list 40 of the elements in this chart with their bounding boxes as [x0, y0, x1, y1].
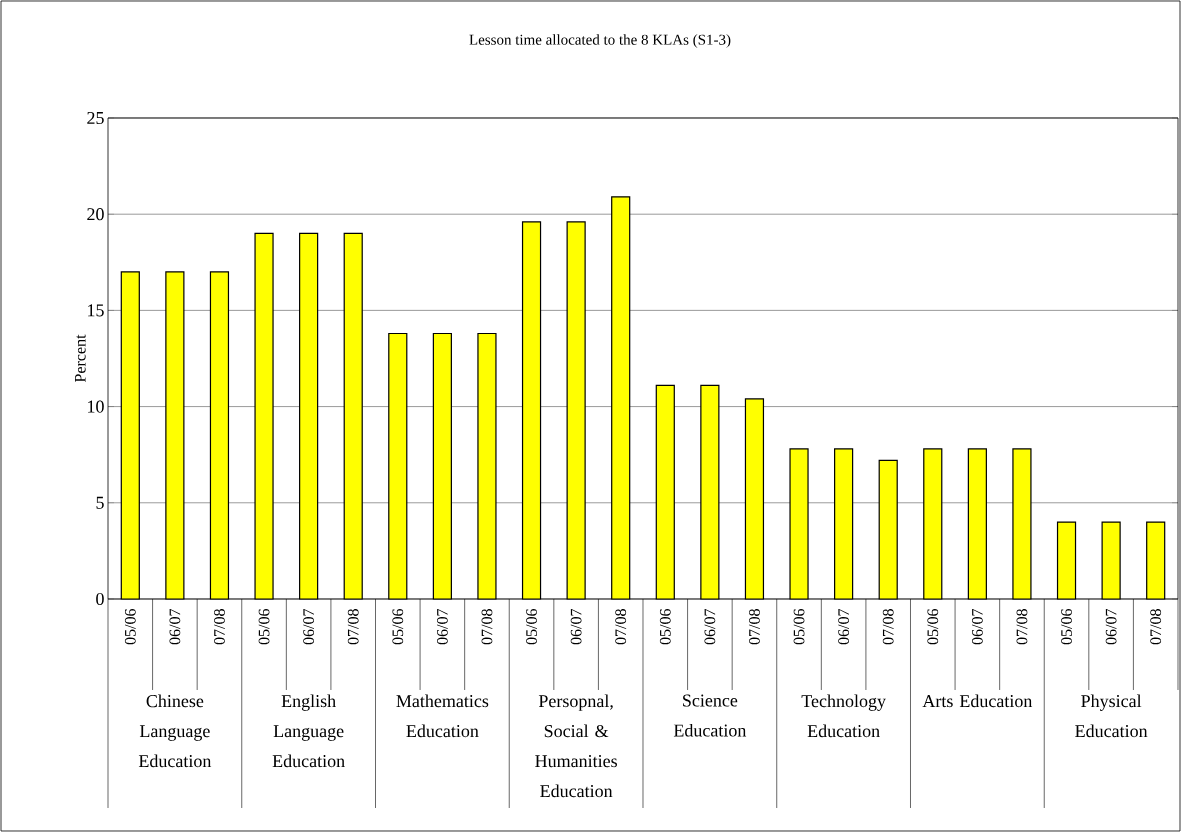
y-tick-label: 20	[87, 208, 104, 221]
x-tick-label: 06/07	[1105, 608, 1117, 645]
x-tick-label: 05/06	[124, 608, 136, 645]
x-tick-label: 07/08	[1150, 609, 1162, 645]
text: Physical Education	[1075, 694, 1148, 738]
x-tick-label: 06/07	[704, 608, 716, 645]
x-tick-label: 07/08	[749, 609, 760, 645]
x-tick-label: 05/06	[526, 608, 537, 645]
x-tick-label: 06/07	[169, 608, 181, 645]
text: Chinese Language Education	[138, 694, 212, 768]
x-tick-label: 07/08	[214, 609, 225, 645]
text: English Language Education	[272, 694, 345, 768]
y-tick-label: 5	[96, 496, 104, 509]
x-tick-label: 06/07	[971, 608, 983, 645]
text: Persopnal, Social & Humanities Education	[535, 694, 617, 798]
x-tick-label: 05/06	[793, 608, 805, 645]
x-tick-label: 05/06	[258, 608, 270, 645]
x-tick-label: 05/06	[927, 608, 939, 645]
text: Science Education	[673, 694, 747, 737]
x-tick-label: 06/07	[436, 608, 448, 645]
x-tick-label: 05/06	[1061, 608, 1072, 645]
x-tick-label: 06/07	[570, 608, 582, 645]
x-tick-label: 05/06	[659, 608, 671, 645]
x-tick-label: 06/07	[303, 608, 315, 645]
x-tick-label: 07/08	[481, 609, 493, 645]
y-tick-label: 25	[87, 111, 104, 125]
text: Technology Education	[801, 694, 886, 738]
x-tick-label: 07/08	[347, 609, 359, 645]
y-tick-label: 15	[88, 304, 104, 317]
y-axis-title: Percent	[75, 334, 86, 383]
x-tick-label: 05/06	[392, 608, 404, 645]
text: Arts Education	[922, 694, 1033, 708]
text: Mathematics Education	[396, 694, 489, 738]
y-tick-label: 10	[88, 400, 104, 413]
x-tick-label: 07/08	[882, 609, 894, 645]
y-tick-label: 0	[96, 592, 104, 606]
x-tick-label: 07/08	[1016, 609, 1028, 645]
x-tick-label: 07/08	[615, 609, 627, 645]
chart-title: Lesson time allocated to the 8 KLAs (S1-3)	[469, 34, 731, 48]
x-tick-label: 06/07	[838, 608, 850, 645]
